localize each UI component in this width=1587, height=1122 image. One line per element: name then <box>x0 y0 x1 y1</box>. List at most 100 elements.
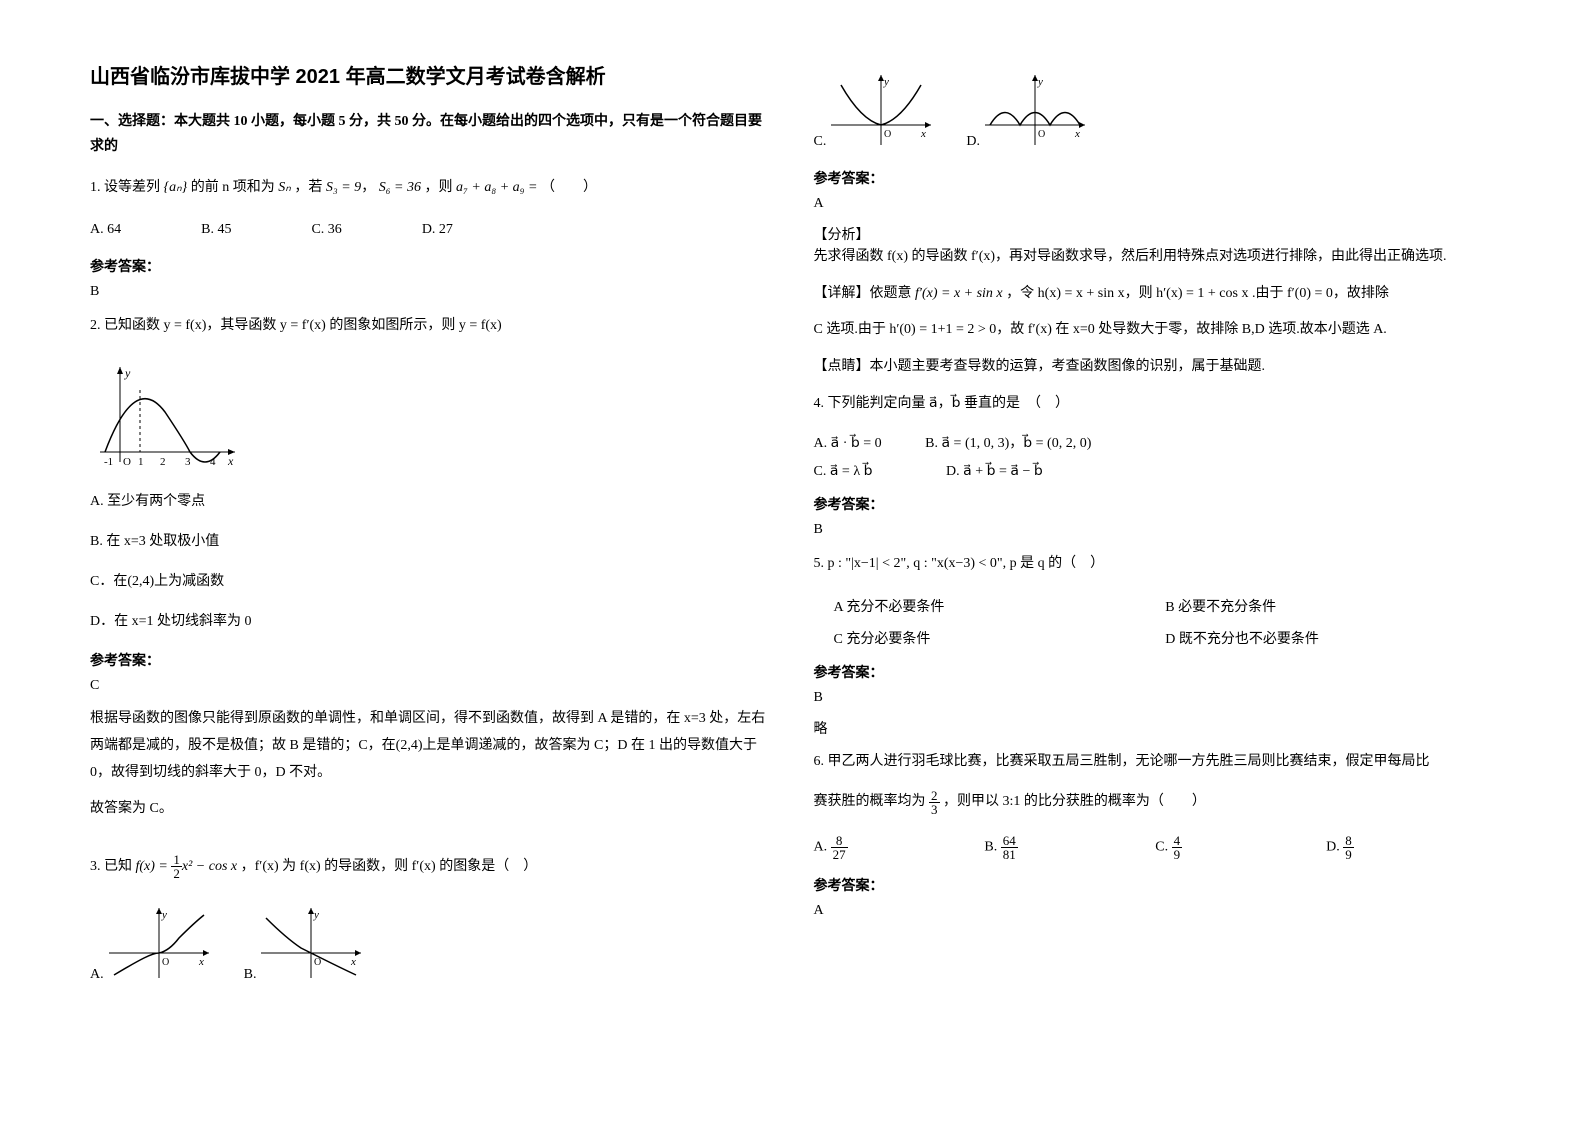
svg-text:x: x <box>350 956 356 968</box>
q2-stem: 2. 已知函数 y = f(x)，其导函数 y = f′(x) 的图象如图所示，… <box>90 318 502 333</box>
svg-text:1: 1 <box>138 456 144 468</box>
q1-s3: S₃ = 9 <box>326 180 361 195</box>
q6-optC: C. 49 <box>1155 834 1326 861</box>
q1-seq: {aₙ} <box>164 180 188 195</box>
q4-optC: C. a⃗ = λ b⃗ <box>814 464 873 479</box>
q3-graph-d: y x O <box>980 70 1090 150</box>
q3-formula: f(x) = 12x² − cos x <box>136 853 238 881</box>
question-4: 4. 下列能判定向量 a⃗，b⃗ 垂直的是 （ ） <box>814 390 1498 418</box>
q3-prefix: 3. 已知 <box>90 859 132 874</box>
q3-answer-label: 参考答案： <box>814 168 1498 188</box>
q2-optC: C．在(2,4)上为减函数 <box>90 568 774 596</box>
q6-answer-label: 参考答案： <box>814 875 1498 895</box>
q5-optB: B 必要不充分条件 <box>1165 596 1497 616</box>
q3-detail-label: 【详解】依题意 <box>814 286 912 301</box>
q1-optD: D. 27 <box>422 222 453 238</box>
q1-stem-mid: 的前 n 项和为 <box>191 180 275 195</box>
q5-row1: A 充分不必要条件 B 必要不充分条件 <box>814 596 1498 616</box>
section-header: 一、选择题：本大题共 10 小题，每小题 5 分，共 50 分。在每小题给出的四… <box>90 109 774 159</box>
svg-text:O: O <box>314 957 321 968</box>
q1-optC: C. 36 <box>311 222 341 238</box>
q4-optD: D. a⃗ + b⃗ = a⃗ − b⃗ <box>946 464 1043 479</box>
svg-text:3: 3 <box>185 456 191 468</box>
doc-title: 山西省临汾市库拔中学 2021 年高二数学文月考试卷含解析 <box>90 60 774 89</box>
q6-line3: ，则甲以 3:1 的比分获胜的概率为（ ） <box>943 794 1206 809</box>
q6-optC-label: C. <box>1155 840 1168 855</box>
q2-graph: -1 O 1 2 3 4 y x <box>90 362 774 472</box>
q6-optA-label: A. <box>814 840 828 855</box>
svg-text:y: y <box>1037 76 1043 88</box>
q1-stem-prefix: 1. 设等差列 <box>90 180 160 195</box>
question-2: 2. 已知函数 y = f(x)，其导函数 y = f′(x) 的图象如图所示，… <box>90 312 774 340</box>
q3-comment: 【点睛】本小题主要考查导数的运算，考查函数图像的识别，属于基础题. <box>814 354 1498 381</box>
svg-text:-1: -1 <box>104 456 113 468</box>
q6-answer: A <box>814 903 1498 919</box>
q3-optB-label: B. <box>244 967 257 983</box>
q3-answer: A <box>814 196 1498 212</box>
q6-prob: 23 <box>929 789 940 816</box>
svg-text:y: y <box>883 76 889 88</box>
q5-answer-label: 参考答案： <box>814 662 1498 682</box>
q1-end: （ ） <box>541 180 597 195</box>
question-6b: 赛获胜的概率均为 23 ，则甲以 3:1 的比分获胜的概率为（ ） <box>814 788 1498 816</box>
q2-graph-svg: -1 O 1 2 3 4 y x <box>90 362 240 472</box>
q6-optB-label: B. <box>984 840 997 855</box>
svg-text:x: x <box>920 128 926 140</box>
q1-optB: B. 45 <box>201 222 231 238</box>
q5-answer: B <box>814 690 1498 706</box>
q6-optD-label: D. <box>1326 840 1340 855</box>
q3-graph-b: y x O <box>256 903 366 983</box>
q3-analysis: 先求得函数 f(x) 的导函数 f′(x)，再对导函数求导，然后利用特殊点对选项… <box>814 244 1498 271</box>
question-1: 1. 设等差列 {aₙ} 的前 n 项和为 Sₙ ，若 S₃ = 9， S₆ =… <box>90 174 774 202</box>
q6-optB-frac: 6481 <box>1001 834 1018 861</box>
svg-text:2: 2 <box>160 456 166 468</box>
q6-options: A. 827 B. 6481 C. 49 D. 89 <box>814 834 1498 861</box>
q3-optC-label: C. <box>814 134 827 150</box>
q1-optA: A. 64 <box>90 222 121 238</box>
q3-graph-c: y x O <box>826 70 936 150</box>
q2-optD: D．在 x=1 处切线斜率为 0 <box>90 608 774 636</box>
question-5: 5. p : "|x−1| < 2", q : "x(x−3) < 0", p … <box>814 550 1498 578</box>
q6-line1: 6. 甲乙两人进行羽毛球比赛，比赛采取五局三胜制，无论哪一方先胜三局则比赛结束，… <box>814 754 1430 769</box>
q3-mid: ，f′(x) 为 f(x) 的导函数，则 f′(x) 的图象是（ ） <box>241 859 538 874</box>
q4-row1: A. a⃗ · b⃗ = 0 B. a⃗ = (1, 0, 3)，b⃗ = (0… <box>814 430 1498 458</box>
q2-optB: B. 在 x=3 处取极小值 <box>90 528 774 556</box>
q4-answer-label: 参考答案： <box>814 494 1498 514</box>
q5-row2: C 充分必要条件 D 既不充分也不必要条件 <box>814 628 1498 648</box>
q3-options-ab: A. y x O B. <box>90 903 774 983</box>
q3-detail-c: C 选项.由于 h′(0) = 1+1 = 2 > 0，故 f′(x) 在 x=… <box>814 317 1498 344</box>
q5-optA: A 充分不必要条件 <box>814 596 1166 616</box>
q2-explanation: 根据导函数的图像只能得到原函数的单调性，和单调区间，得不到函数值，故得到 A 是… <box>90 706 774 786</box>
q3-detail-h: ，令 h(x) = x + sin x，则 h′(x) = 1 + cos x … <box>1006 286 1389 301</box>
svg-text:y: y <box>124 366 131 380</box>
q3-detail-f: f′(x) = x + sin x <box>915 286 1003 301</box>
svg-text:O: O <box>162 957 169 968</box>
q6-line2: 赛获胜的概率均为 <box>814 794 926 809</box>
svg-text:y: y <box>313 909 319 921</box>
q3-analysis-label: 【分析】 <box>814 224 1498 244</box>
q6-optA: A. 827 <box>814 834 985 861</box>
q5-optC: C 充分必要条件 <box>814 628 1166 648</box>
q1-answer-label: 参考答案： <box>90 256 774 276</box>
q1-options: A. 64 B. 45 C. 36 D. 27 <box>90 222 774 238</box>
svg-text:y: y <box>161 909 167 921</box>
svg-text:x: x <box>227 454 234 468</box>
q3-options-cd: C. y x O D. <box>814 70 1498 150</box>
svg-text:4: 4 <box>210 456 216 468</box>
q6-optD: D. 89 <box>1326 834 1497 861</box>
q3-graph-a: y x O <box>104 903 214 983</box>
q2-answer: C <box>90 678 774 694</box>
svg-text:x: x <box>1074 128 1080 140</box>
q4-row2: C. a⃗ = λ b⃗ D. a⃗ + b⃗ = a⃗ − b⃗ <box>814 458 1498 486</box>
q6-optD-frac: 89 <box>1343 834 1354 861</box>
q1-then: ，则 <box>425 180 453 195</box>
q5-optD: D 既不充分也不必要条件 <box>1165 628 1497 648</box>
q4-answer: B <box>814 522 1498 538</box>
svg-text:x: x <box>198 956 204 968</box>
svg-text:O: O <box>884 129 891 140</box>
q4-optA: A. a⃗ · b⃗ = 0 <box>814 436 882 451</box>
q2-optA: A. 至少有两个零点 <box>90 488 774 516</box>
q3-optD-label: D. <box>966 134 980 150</box>
q1-cond: ，若 <box>294 180 322 195</box>
q6-optA-frac: 827 <box>831 834 848 861</box>
